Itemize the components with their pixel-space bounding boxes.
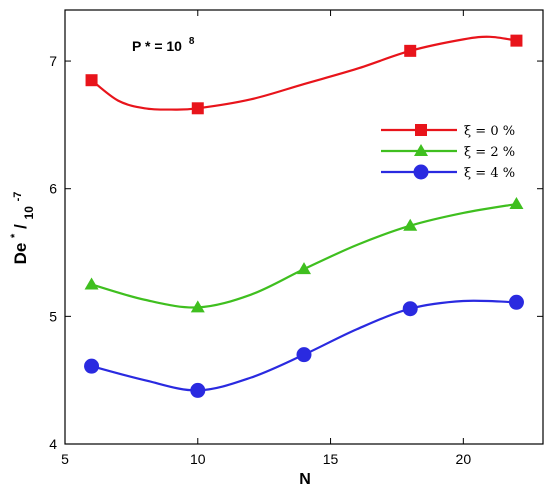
series-curves: [90, 35, 517, 392]
y-tick-label: 5: [49, 308, 57, 324]
data-point: [404, 44, 417, 57]
x-tick-label: 5: [61, 451, 69, 467]
plot-frame: [64, 9, 544, 445]
y-tick-label: 7: [49, 53, 57, 69]
annotation-base: P * = 10: [132, 38, 182, 54]
x-tick-label: 10: [190, 451, 206, 467]
data-point: [191, 102, 204, 115]
legend-marker: [415, 124, 427, 136]
legend-label: ξ = 4 %: [464, 166, 515, 181]
x-tick-label: 15: [323, 451, 339, 467]
series-line-1: [91, 202, 517, 309]
data-point: [84, 277, 99, 290]
legend: ξ = 0 % ξ = 2 % ξ = 4 %: [381, 124, 515, 181]
y-tick-label: 4: [49, 436, 57, 452]
data-point: [84, 358, 100, 374]
svg-text:De * / 10: De * / 10 -7: [3, 192, 37, 265]
y-tick-label: 6: [49, 181, 57, 197]
y-title-sub-sup: -7: [12, 192, 24, 202]
data-point: [510, 34, 523, 47]
data-point: [297, 262, 311, 275]
series-markers: [84, 34, 524, 398]
legend-marker: [413, 164, 429, 180]
y-axis-title: De * / 10 -7: [3, 192, 37, 265]
y-title-sep: /: [11, 224, 30, 229]
data-point: [509, 197, 524, 210]
data-point: [296, 347, 312, 363]
annotation-exponent: 8: [189, 36, 195, 47]
data-point: [190, 300, 205, 313]
y-title-sub: 10: [22, 206, 36, 220]
pressure-annotation: P * = 10 8: [132, 36, 195, 54]
legend-marker: [414, 144, 428, 156]
legend-label: ξ = 0 %: [464, 124, 515, 139]
data-point: [190, 382, 206, 398]
series-line-2: [91, 299, 517, 392]
data-point: [402, 301, 418, 317]
data-point: [508, 294, 524, 310]
legend-label: ξ = 2 %: [464, 145, 515, 160]
data-point: [403, 218, 418, 231]
y-title-sup: *: [9, 233, 21, 238]
y-title-base: De: [11, 243, 30, 265]
series-line-0: [90, 35, 517, 111]
x-axis-title: N: [299, 471, 311, 488]
data-point: [85, 74, 98, 87]
x-tick-label: 20: [456, 451, 472, 467]
